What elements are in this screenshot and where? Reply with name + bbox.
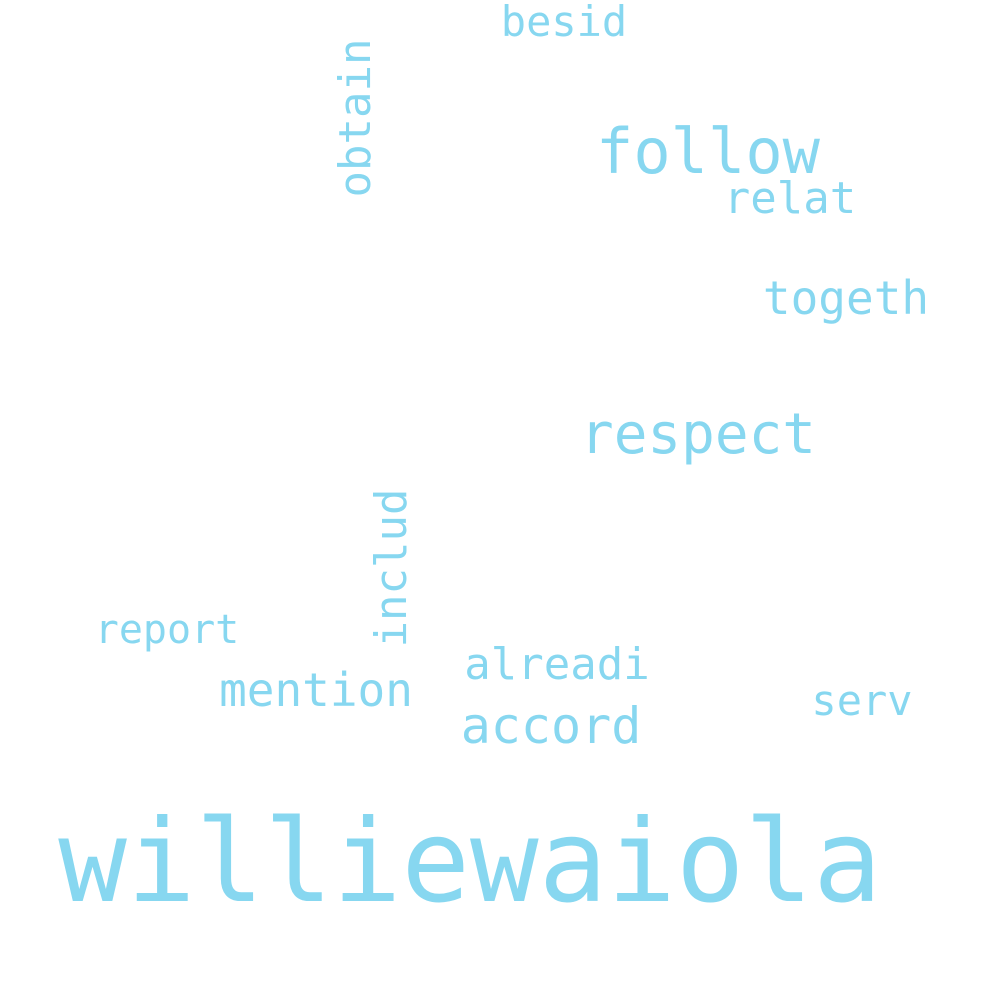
word-togeth: togeth <box>762 271 930 325</box>
word-report: report <box>94 607 240 653</box>
word-relat: relat <box>723 173 857 224</box>
word-includ: includ <box>366 488 417 648</box>
word-accord: accord <box>460 697 642 755</box>
word-serv: serv <box>811 676 913 725</box>
word-alreadi: alreadi <box>464 639 650 690</box>
word-follow: follow <box>596 115 820 188</box>
word-williewaiola: williewaiola <box>58 795 882 928</box>
word-mention: mention <box>219 663 413 717</box>
word-obtain: obtain <box>330 38 381 198</box>
word-respect: respect <box>579 402 817 467</box>
word-besid: besid <box>500 0 628 46</box>
